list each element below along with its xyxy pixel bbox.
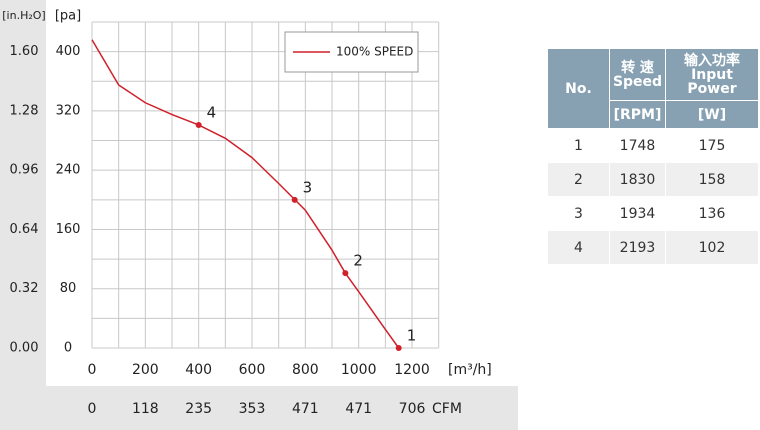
- table-row: 4 2193 102: [547, 230, 759, 265]
- table-cell: 4: [547, 230, 610, 265]
- y2-tick-label: 0.96: [10, 163, 39, 178]
- point-label: 2: [353, 252, 363, 270]
- y2-panel: [0, 0, 46, 430]
- table-cell: 158: [665, 162, 759, 197]
- y-tick-label: 400: [56, 44, 81, 59]
- legend-label: 100% SPEED: [336, 45, 413, 59]
- curve: [91, 39, 400, 349]
- x2-tick-label: 471: [292, 401, 319, 417]
- y-label: [pa]: [55, 9, 81, 24]
- table-cell: 1: [547, 128, 610, 163]
- chart: [in.H₂O] [pa] [m³/h] 0801602403204000.00…: [0, 0, 518, 430]
- header-speed: 转 速 Speed: [609, 48, 666, 101]
- table-cell: 1830: [609, 162, 666, 197]
- table-row: 3 1934 136: [547, 196, 759, 231]
- y2-label: [in.H₂O]: [2, 9, 45, 22]
- table-cell: 2193: [609, 230, 666, 265]
- y-tick-label: 0: [64, 341, 72, 356]
- x-tick-label: 400: [185, 362, 212, 378]
- spec-table: No. 转 速 Speed 输入功率 Input Power [RPM] [W] 1…: [547, 48, 759, 265]
- header-w: [W]: [665, 100, 759, 129]
- table-cell: 102: [665, 230, 759, 265]
- y-tick-label: 320: [56, 103, 81, 118]
- header-speed-cn: 转 速: [621, 59, 654, 76]
- x2-tick-label: 706: [399, 401, 426, 417]
- table-cell: 1934: [609, 196, 666, 231]
- x-label: [m³/h]: [448, 362, 492, 378]
- table-cell: 3: [547, 196, 610, 231]
- operating-point: [395, 345, 402, 351]
- x-tick-label: 0: [88, 362, 97, 378]
- point-label: 3: [303, 178, 313, 196]
- header-rpm: [RPM]: [609, 100, 666, 129]
- table-row: 2 1830 158: [547, 162, 759, 197]
- header-speed-en: Speed: [612, 73, 663, 90]
- x2-tick-label: 235: [185, 401, 212, 417]
- x2-tick-label: 471: [345, 401, 372, 417]
- table-cell: 136: [665, 196, 759, 231]
- point-label: 1: [407, 327, 417, 345]
- header-power-cn: 输入功率: [684, 52, 740, 69]
- y2-tick-label: 0.00: [10, 341, 39, 356]
- x-tick-label: 600: [239, 362, 266, 378]
- y-tick-label: 80: [60, 281, 77, 296]
- table-cell: 1748: [609, 128, 666, 163]
- x2-panel: [0, 386, 518, 430]
- x-tick-label: 200: [132, 362, 159, 378]
- point-label: 4: [207, 103, 217, 121]
- y2-tick-label: 0.64: [10, 222, 39, 237]
- x-tick-label: 1000: [341, 362, 377, 378]
- y2-tick-label: 0.32: [10, 281, 39, 296]
- x-tick-label: 800: [292, 362, 319, 378]
- x2-tick-label: 353: [239, 401, 266, 417]
- y2-tick-label: 1.28: [10, 103, 39, 118]
- table-cell: 2: [547, 162, 610, 197]
- header-power-en: Input Power: [687, 66, 737, 97]
- y2-tick-label: 1.60: [10, 44, 39, 59]
- y-tick-label: 240: [56, 163, 81, 178]
- x2-unit: CFM: [432, 401, 462, 417]
- y-tick-label: 160: [56, 222, 81, 237]
- header-power: 输入功率 Input Power: [665, 48, 759, 101]
- header-no: No.: [547, 48, 610, 129]
- table-row: 1 1748 175: [547, 128, 759, 163]
- operating-point: [291, 196, 298, 203]
- x2-tick-label: 118: [132, 401, 159, 417]
- operating-point: [342, 270, 349, 277]
- legend: 100% SPEED: [284, 31, 419, 73]
- table-cell: 175: [665, 128, 759, 163]
- x2-tick-label: 0: [88, 401, 97, 417]
- x-tick-label: 1200: [394, 362, 430, 378]
- operating-point: [195, 121, 202, 128]
